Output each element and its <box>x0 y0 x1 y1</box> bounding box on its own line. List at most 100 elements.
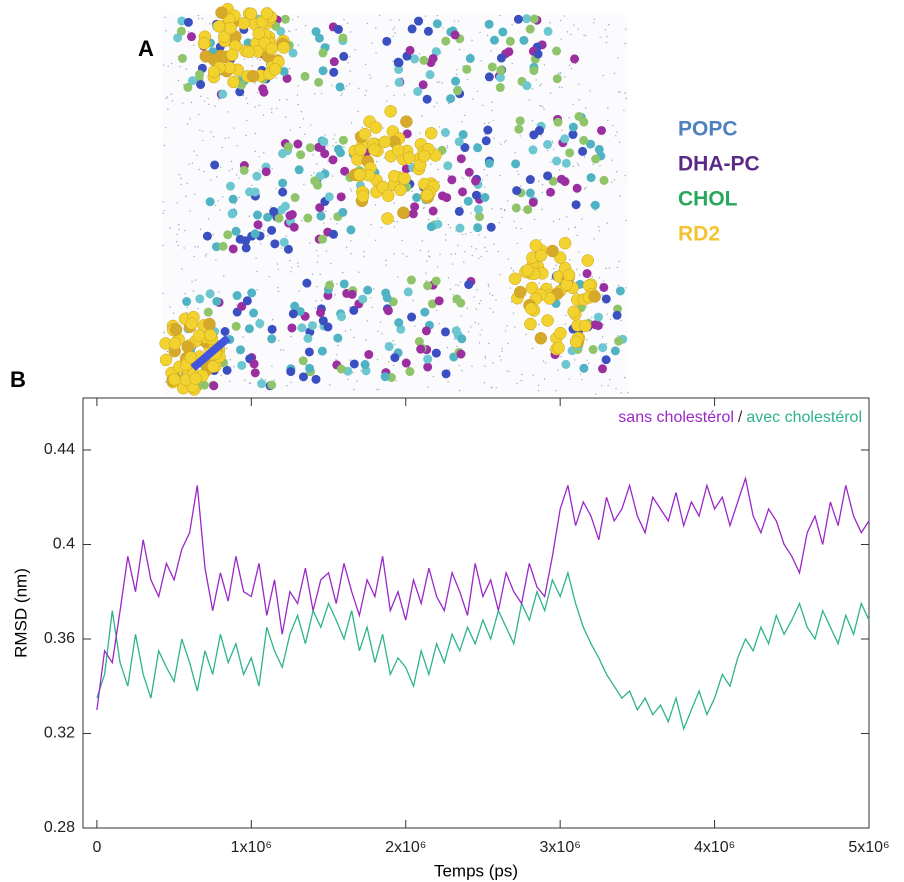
lipid-bead <box>202 231 212 241</box>
solvent-dot <box>461 370 463 372</box>
solvent-dot <box>256 270 258 273</box>
solvent-dot <box>510 267 513 269</box>
y-tick-label: 0.28 <box>44 819 75 836</box>
solvent-dot <box>570 67 573 70</box>
solvent-dot <box>374 204 377 206</box>
solvent-dot <box>179 65 181 68</box>
lipid-bead <box>222 365 232 375</box>
protein-bead <box>277 41 291 54</box>
solvent-dot <box>577 28 579 30</box>
solvent-dot <box>576 162 579 165</box>
solvent-dot <box>475 308 477 310</box>
solvent-dot <box>226 347 228 349</box>
solvent-dot <box>374 239 377 242</box>
solvent-dot <box>163 144 166 147</box>
solvent-dot <box>486 250 488 253</box>
solvent-dot <box>561 129 563 132</box>
solvent-dot <box>393 220 395 222</box>
lipid-bead <box>599 282 609 292</box>
lipid-bead <box>364 350 374 360</box>
lipid-bead <box>570 54 580 64</box>
lipid-bead <box>612 310 622 320</box>
solvent-dot <box>170 93 172 95</box>
solvent-dot <box>381 332 383 335</box>
solvent-dot <box>401 77 404 79</box>
solvent-dot <box>177 223 180 226</box>
solvent-dot <box>607 119 609 121</box>
solvent-dot <box>478 342 481 344</box>
solvent-dot <box>568 259 571 261</box>
solvent-dot <box>262 114 265 116</box>
lipid-bead <box>293 139 303 149</box>
x-tick-label: 0 <box>92 839 101 856</box>
solvent-dot <box>201 17 204 20</box>
solvent-dot <box>520 379 523 382</box>
lipid-bead <box>525 188 535 198</box>
solvent-dot <box>289 30 291 33</box>
solvent-dot <box>513 220 515 222</box>
lipid-bead <box>496 53 506 63</box>
solvent-dot <box>196 154 198 157</box>
solvent-dot <box>587 362 590 365</box>
y-tick-label: 0.44 <box>44 441 75 458</box>
protein-bead <box>546 244 559 258</box>
protein-bead <box>184 351 198 364</box>
protein-bead <box>398 172 411 185</box>
solvent-dot <box>516 383 518 385</box>
lipid-bead <box>360 360 370 370</box>
protein-bead <box>524 317 537 331</box>
solvent-dot <box>360 370 362 372</box>
protein-bead <box>189 372 202 385</box>
solvent-dot <box>248 382 251 384</box>
solvent-dot <box>365 339 367 341</box>
solvent-dot <box>568 378 571 380</box>
solvent-dot <box>560 355 562 358</box>
lipid-bead <box>474 212 484 222</box>
protein-bead <box>212 20 226 33</box>
solvent-dot <box>380 226 383 229</box>
solvent-dot <box>164 127 167 129</box>
solvent-dot <box>238 196 240 199</box>
lipid-bead <box>455 223 465 233</box>
lipid-bead <box>413 87 423 97</box>
solvent-dot <box>191 280 193 283</box>
solvent-dot <box>271 365 273 367</box>
solvent-dot <box>495 386 497 389</box>
lipid-bead <box>601 355 611 365</box>
lipid-bead <box>267 380 277 390</box>
lipid-bead <box>329 67 339 77</box>
solvent-dot <box>193 255 195 258</box>
lipid-bead <box>239 165 249 175</box>
lipid-bead <box>250 187 260 197</box>
protein-bead <box>246 70 260 83</box>
solvent-dot <box>328 384 331 386</box>
protein-bead <box>206 360 220 373</box>
solvent-dot <box>511 24 513 26</box>
solvent-dot <box>583 188 586 190</box>
solvent-dot <box>512 270 514 272</box>
lipid-bead <box>423 362 433 372</box>
solvent-dot <box>538 323 540 326</box>
lipid-bead <box>571 200 581 210</box>
lipid-bead <box>473 204 483 214</box>
lipid-bead <box>614 336 624 346</box>
solvent-dot <box>278 99 281 101</box>
solvent-dot <box>372 288 375 290</box>
solvent-dot <box>436 102 438 104</box>
solvent-dot <box>576 234 579 237</box>
solvent-dot <box>491 208 493 210</box>
solvent-dot <box>191 162 193 165</box>
solvent-dot <box>433 106 435 108</box>
solvent-dot <box>246 102 249 105</box>
lipid-bead <box>394 58 404 68</box>
lipid-bead <box>211 242 221 252</box>
lipid-bead <box>425 70 435 80</box>
lipid-bead <box>586 139 596 149</box>
lipid-bead <box>220 326 230 336</box>
solvent-dot <box>491 294 494 297</box>
solvent-dot <box>185 68 187 70</box>
lipid-bead <box>428 53 438 63</box>
protein-bead <box>508 272 522 286</box>
lipid-bead <box>250 229 260 239</box>
lipid-bead <box>316 211 326 221</box>
